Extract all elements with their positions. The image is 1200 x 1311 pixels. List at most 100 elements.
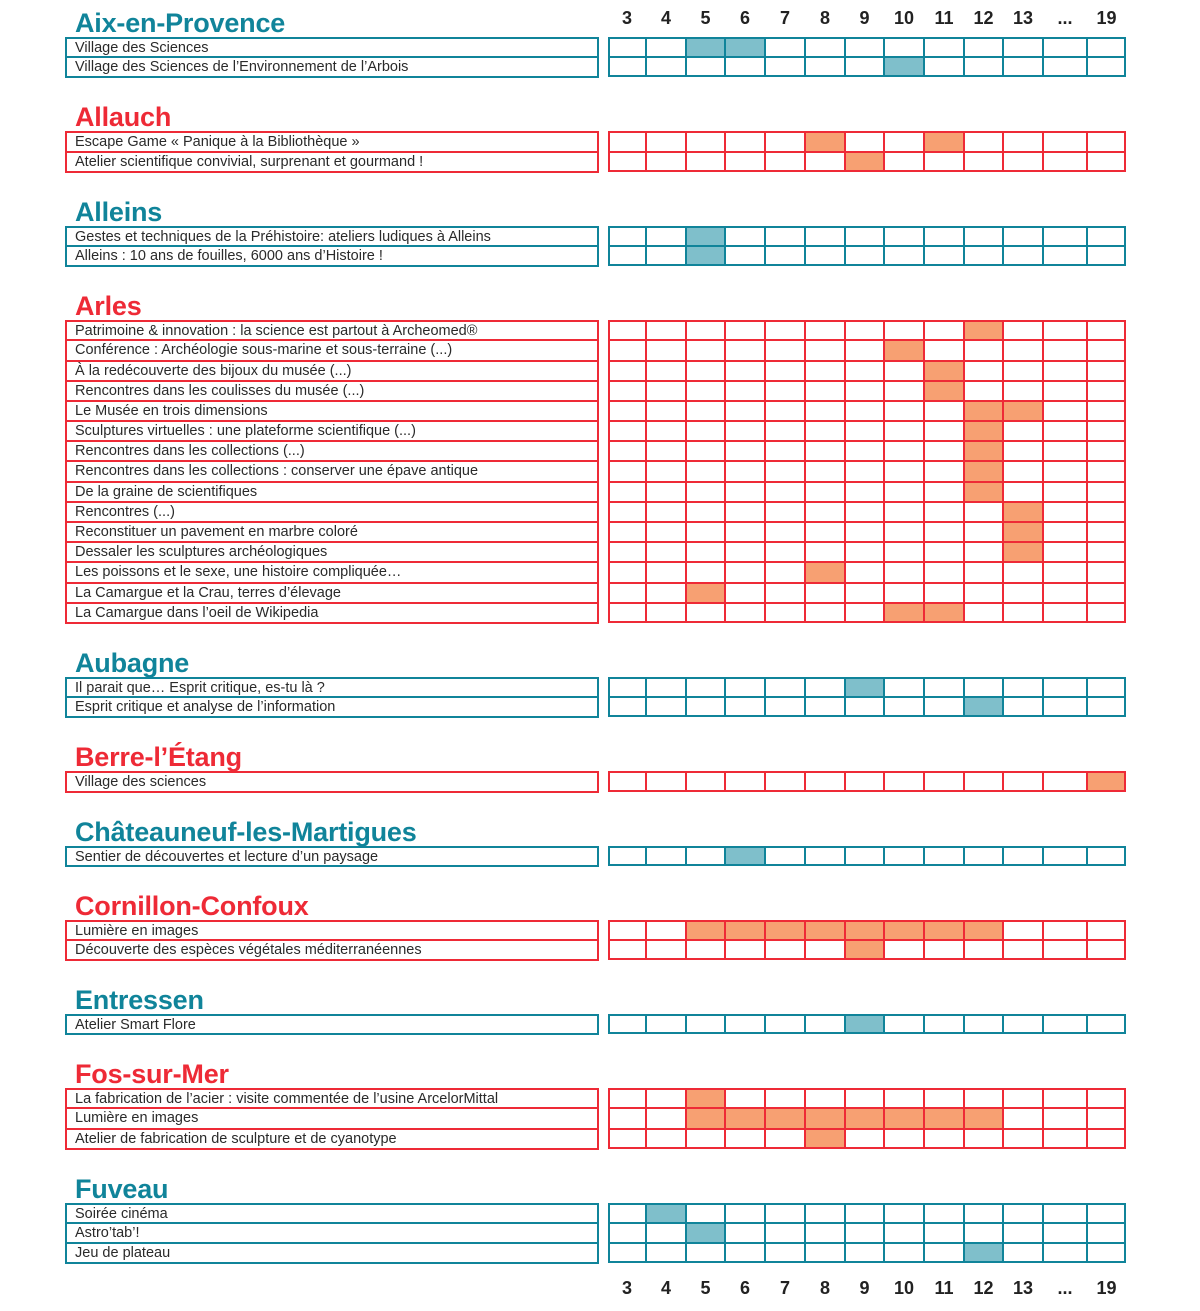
day-cell — [646, 360, 686, 381]
day-label: 5 — [700, 8, 711, 28]
day-cell — [646, 919, 686, 940]
event-label: Découverte des espèces végétales méditer… — [65, 939, 599, 962]
day-cell — [884, 400, 924, 422]
day-cell — [1003, 340, 1043, 361]
day-cell — [725, 1202, 765, 1223]
day-grid — [608, 582, 1126, 603]
day-cell — [884, 676, 924, 698]
day-cell — [964, 225, 1003, 246]
day-cell — [646, 461, 686, 482]
city-section: Aubagne Il parait que… Esprit critique, e… — [0, 649, 1200, 719]
day-cell — [608, 380, 646, 401]
event-label: Atelier scientifique convivial, surprena… — [65, 151, 599, 173]
day-cell — [884, 37, 924, 58]
day-cell — [1003, 697, 1043, 718]
event-row: Dessaler les sculptures archéologiques — [0, 542, 1200, 563]
day-cell — [765, 939, 805, 961]
day-cell — [1087, 562, 1126, 583]
day-cell — [845, 697, 884, 718]
day-label: 13 — [1012, 8, 1034, 28]
day-cell — [765, 501, 805, 522]
day-cell — [1087, 1128, 1126, 1149]
day-cell — [1087, 1243, 1126, 1264]
day-cell — [686, 131, 725, 152]
day-cell — [964, 1014, 1003, 1035]
day-cell — [845, 360, 884, 381]
event-list: Escape Game « Panique à la Bibliothèque … — [0, 131, 1200, 173]
day-cell — [1043, 245, 1087, 267]
day-cell — [1043, 225, 1087, 246]
city-title: Alleins — [75, 196, 163, 227]
day-grid — [608, 1202, 1126, 1223]
day-cell — [646, 245, 686, 267]
day-cell — [1003, 461, 1043, 482]
event-row: Gestes et techniques de la Préhistoire: … — [0, 225, 1200, 246]
day-cell-active — [884, 340, 924, 361]
day-grid — [608, 697, 1126, 718]
day-cell-active — [805, 1128, 845, 1149]
day-cell — [765, 562, 805, 583]
day-cell — [924, 501, 964, 522]
event-list: Gestes et techniques de la Préhistoire: … — [0, 225, 1200, 268]
day-cell — [765, 522, 805, 543]
day-cell — [964, 245, 1003, 267]
day-cell — [805, 845, 845, 866]
day-cell — [725, 602, 765, 623]
day-cell — [686, 845, 725, 866]
city-title: Arles — [75, 291, 142, 322]
event-label: Atelier de fabrication de sculpture et d… — [65, 1128, 599, 1150]
event-list: Patrimoine & innovation : la science est… — [0, 320, 1200, 624]
event-label: Alleins : 10 ans de fouilles, 6000 ans d… — [65, 245, 599, 268]
event-label: Dessaler les sculptures archéologiques — [65, 542, 599, 563]
event-row: Rencontres dans les coulisses du musée (… — [0, 380, 1200, 401]
event-label: Le Musée en trois dimensions — [65, 400, 599, 422]
day-cell — [924, 37, 964, 58]
day-cell — [1087, 151, 1126, 172]
day-cell — [1043, 380, 1087, 401]
day-cell — [924, 1243, 964, 1264]
day-cell — [686, 57, 725, 78]
day-cell — [765, 57, 805, 78]
event-row: De la graine de scientifiques — [0, 481, 1200, 502]
day-cell — [845, 340, 884, 361]
day-cell — [1043, 1088, 1087, 1109]
day-cell-active — [884, 1108, 924, 1129]
day-label: ... — [1057, 1278, 1073, 1298]
day-grid — [608, 676, 1126, 698]
day-cell-active — [964, 919, 1003, 940]
day-grid — [608, 481, 1126, 502]
day-cell — [924, 582, 964, 603]
event-row: Escape Game « Panique à la Bibliothèque … — [0, 131, 1200, 152]
city-title: Cornillon-Confoux — [75, 890, 309, 921]
day-cell — [964, 1202, 1003, 1223]
day-cell — [924, 400, 964, 422]
day-cell — [765, 697, 805, 718]
day-cell — [686, 562, 725, 583]
day-cell — [964, 676, 1003, 698]
day-cell — [608, 340, 646, 361]
day-cell — [1043, 400, 1087, 422]
day-cell — [1003, 1088, 1043, 1109]
city-section: Châteauneuf-les-Martigues Sentier de déco… — [0, 818, 1200, 867]
day-cell-active — [1003, 542, 1043, 563]
day-cell-active — [686, 225, 725, 246]
day-cell-active — [884, 602, 924, 623]
day-cell — [608, 131, 646, 152]
day-cell — [1087, 225, 1126, 246]
day-label: 6 — [739, 1278, 750, 1298]
city-section: Berre-l’Étang Village des sciences — [0, 743, 1200, 793]
city-section: Fos-sur-Mer La fabrication de l’acier : v… — [0, 1060, 1200, 1150]
day-cell — [1003, 245, 1043, 267]
day-cell — [845, 582, 884, 603]
day-cell — [608, 1202, 646, 1223]
event-row: Sculptures virtuelles : une plateforme s… — [0, 421, 1200, 442]
day-cell — [805, 421, 845, 442]
day-grid — [608, 501, 1126, 522]
city-section: Cornillon-Confoux Lumière en images Découv… — [0, 890, 1200, 962]
day-cell — [686, 697, 725, 718]
day-cell — [1043, 1128, 1087, 1149]
day-cell — [646, 481, 686, 502]
day-cell — [884, 131, 924, 152]
day-cell-active — [805, 1108, 845, 1129]
day-cell — [686, 360, 725, 381]
